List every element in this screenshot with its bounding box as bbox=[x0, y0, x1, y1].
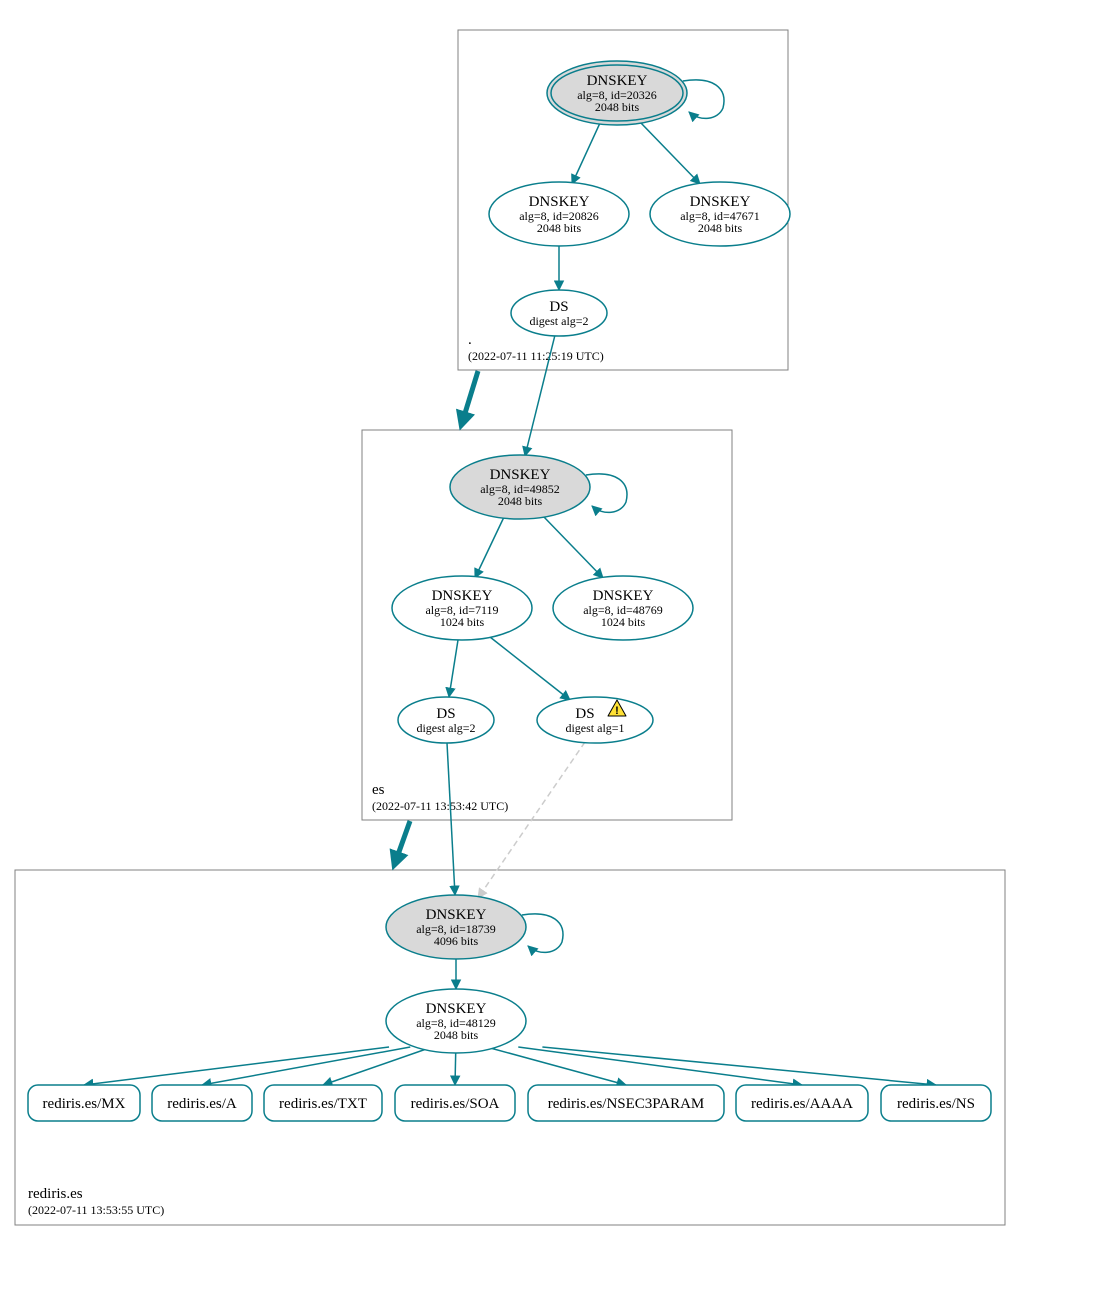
rrset-6: rediris.es/NS bbox=[881, 1085, 991, 1121]
node-rd_ksk-line3: 4096 bits bbox=[434, 934, 479, 948]
node-root_ds: DSdigest alg=2 bbox=[511, 290, 607, 336]
node-root_zsk-title: DNSKEY bbox=[529, 194, 590, 210]
zone-root-label: . bbox=[468, 332, 472, 348]
node-rd_zsk-title: DNSKEY bbox=[426, 1001, 487, 1017]
rrset-6-label: rediris.es/NS bbox=[897, 1096, 975, 1112]
rrset-3: rediris.es/SOA bbox=[395, 1085, 515, 1121]
node-root_key3: DNSKEYalg=8, id=476712048 bits bbox=[650, 182, 790, 246]
rrset-4: rediris.es/NSEC3PARAM bbox=[528, 1085, 724, 1121]
node-root_zsk: DNSKEYalg=8, id=208262048 bits bbox=[489, 182, 629, 246]
node-es_ksk-line3: 2048 bits bbox=[498, 494, 543, 508]
rrset-3-label: rediris.es/SOA bbox=[411, 1096, 500, 1112]
edge-root-ksk-key3 bbox=[640, 122, 700, 184]
node-root_ksk-title: DNSKEY bbox=[587, 73, 648, 89]
svg-text:!: ! bbox=[615, 705, 619, 717]
node-es_key3-line3: 1024 bits bbox=[601, 615, 646, 629]
rrset-4-label: rediris.es/NSEC3PARAM bbox=[548, 1096, 705, 1112]
rrset-0-label: rediris.es/MX bbox=[43, 1096, 126, 1112]
rrset-edges bbox=[84, 1047, 936, 1085]
edge-zsk-rrset-5 bbox=[518, 1047, 802, 1085]
node-es_key3-title: DNSKEY bbox=[593, 588, 654, 604]
edge-es-zsk-ds2 bbox=[490, 637, 570, 700]
node-es_ksk-title: DNSKEY bbox=[490, 467, 551, 483]
node-root_ksk-line3: 2048 bits bbox=[595, 100, 640, 114]
edge-es-ksk-key3 bbox=[543, 516, 603, 578]
zone-es-label: es bbox=[372, 782, 385, 798]
edge-root-ksk-zsk bbox=[572, 123, 600, 184]
node-root_key3-line3: 2048 bits bbox=[698, 221, 743, 235]
rrset-2: rediris.es/TXT bbox=[264, 1085, 382, 1121]
edge-root-ksk-self bbox=[683, 80, 724, 119]
node-es_ds1-title: DS bbox=[436, 706, 455, 722]
edge-es-to-rediris-delegation bbox=[395, 821, 410, 863]
rrset-5-label: rediris.es/AAAA bbox=[751, 1096, 853, 1112]
zone-rediris-label: rediris.es bbox=[28, 1186, 83, 1202]
node-es_ds1-line2: digest alg=2 bbox=[416, 721, 475, 735]
node-root_ds-title: DS bbox=[549, 299, 568, 315]
node-rd_zsk: DNSKEYalg=8, id=481292048 bits bbox=[386, 989, 526, 1053]
edge-zsk-rrset-6 bbox=[542, 1047, 936, 1085]
node-es_ds2-line2: digest alg=1 bbox=[565, 721, 624, 735]
node-es_ds2: DSdigest alg=1! bbox=[537, 697, 653, 743]
edge-es-zsk-ds1 bbox=[449, 640, 458, 697]
edge-rd-ksk-self bbox=[522, 914, 563, 953]
node-es_ksk: DNSKEYalg=8, id=498522048 bits bbox=[450, 455, 590, 519]
node-root_key3-title: DNSKEY bbox=[690, 194, 751, 210]
dnssec-diagram: . (2022-07-11 11:25:19 UTC) es (2022-07-… bbox=[0, 0, 1119, 1299]
node-root_ds-line2: digest alg=2 bbox=[529, 314, 588, 328]
zone-root-time: (2022-07-11 11:25:19 UTC) bbox=[468, 349, 604, 363]
rrset-1-label: rediris.es/A bbox=[167, 1096, 237, 1112]
node-root_ksk: DNSKEYalg=8, id=203262048 bits bbox=[547, 61, 687, 125]
node-es_zsk-line3: 1024 bits bbox=[440, 615, 485, 629]
node-root_zsk-line3: 2048 bits bbox=[537, 221, 582, 235]
node-rd_zsk-line3: 2048 bits bbox=[434, 1028, 479, 1042]
node-es_ds1: DSdigest alg=2 bbox=[398, 697, 494, 743]
zone-es-time: (2022-07-11 13:53:42 UTC) bbox=[372, 799, 508, 813]
node-rd_ksk-title: DNSKEY bbox=[426, 907, 487, 923]
node-rd_ksk: DNSKEYalg=8, id=187394096 bits bbox=[386, 895, 526, 959]
rrset-0: rediris.es/MX bbox=[28, 1085, 140, 1121]
edge-es-ds1-rd-ksk bbox=[447, 743, 455, 895]
node-es_zsk-title: DNSKEY bbox=[432, 588, 493, 604]
edge-es-ksk-zsk bbox=[475, 517, 504, 578]
rrset-5: rediris.es/AAAA bbox=[736, 1085, 868, 1121]
node-es_key3: DNSKEYalg=8, id=487691024 bits bbox=[553, 576, 693, 640]
rrset-2-label: rediris.es/TXT bbox=[279, 1096, 367, 1112]
node-es_ds2-title: DS bbox=[575, 706, 594, 722]
edge-es-ksk-self bbox=[586, 474, 627, 513]
zone-rediris-time: (2022-07-11 13:53:55 UTC) bbox=[28, 1203, 164, 1217]
rrset-1: rediris.es/A bbox=[152, 1085, 252, 1121]
node-es_zsk: DNSKEYalg=8, id=71191024 bits bbox=[392, 576, 532, 640]
edge-root-to-es-delegation bbox=[462, 371, 478, 423]
